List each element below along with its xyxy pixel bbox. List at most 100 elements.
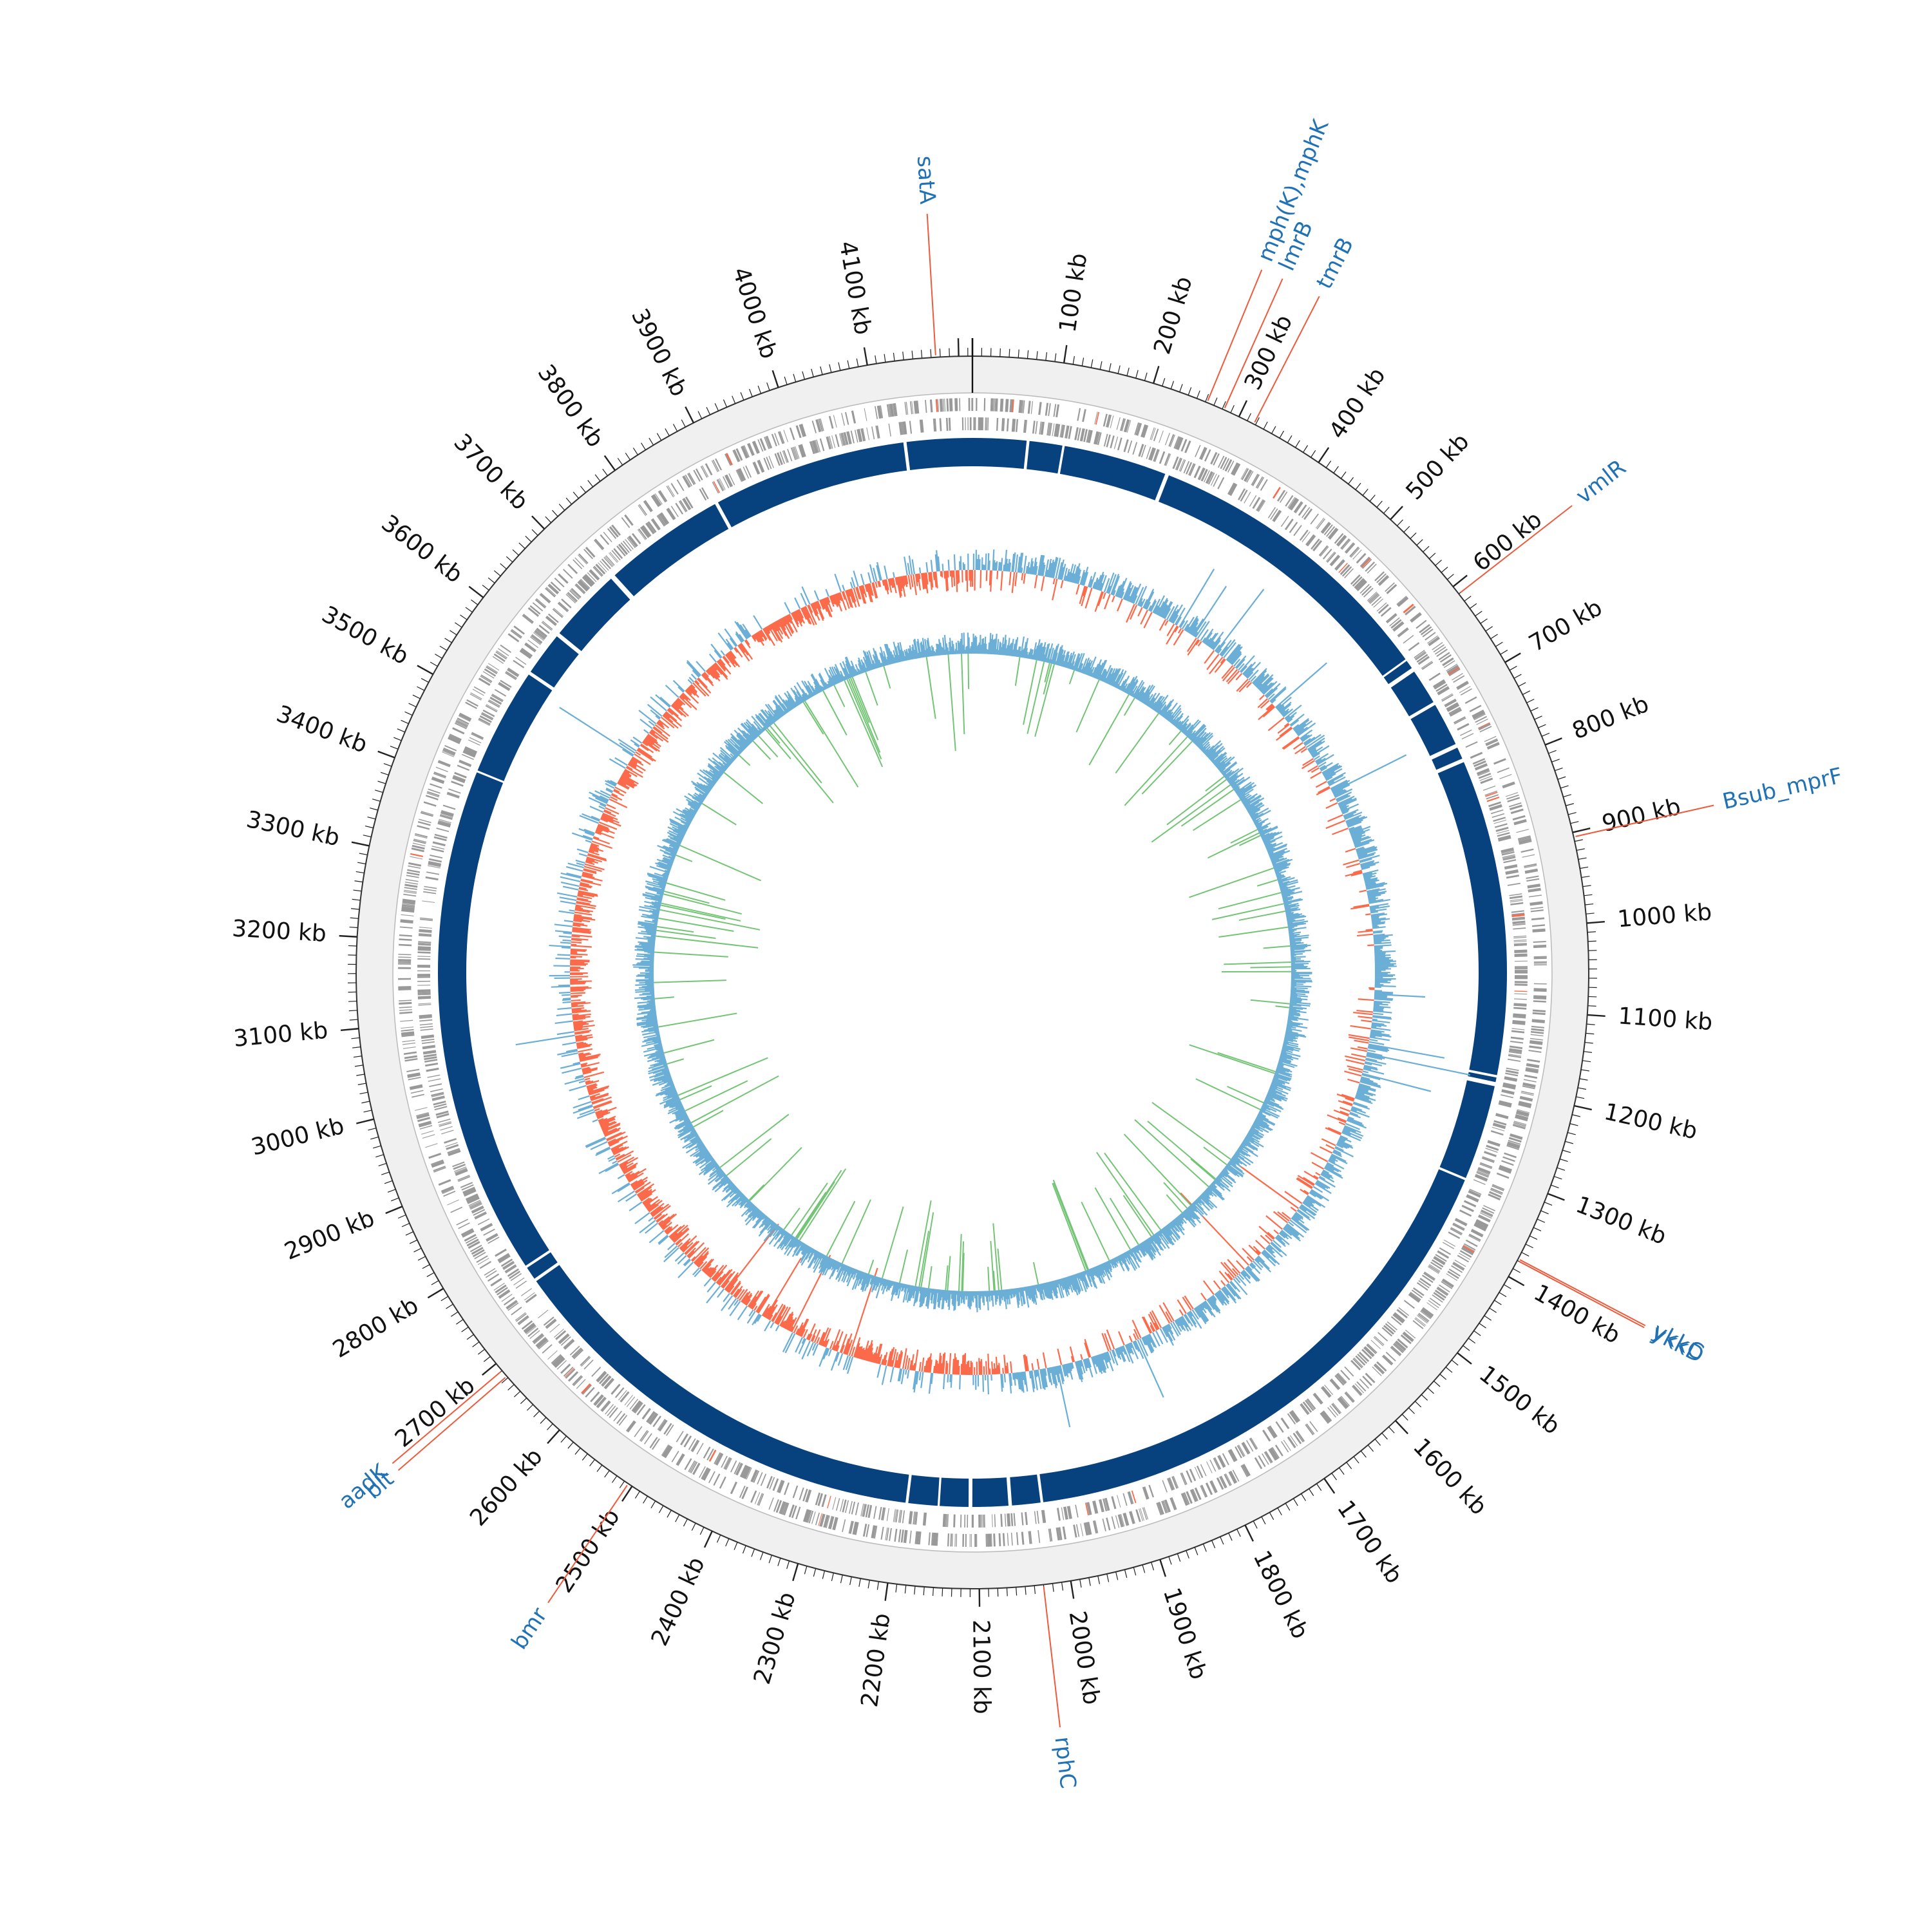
gc-content-bar — [1367, 1049, 1376, 1053]
gc-content-bar — [951, 570, 953, 587]
gc-content-bar — [1077, 1360, 1084, 1380]
gene-mark — [629, 1399, 639, 1410]
gene-mark — [1196, 1465, 1204, 1478]
gc-skew-bar — [1030, 649, 1034, 659]
gc-skew-bar — [1115, 683, 1119, 688]
gc-content-bar — [1042, 564, 1046, 576]
minor-tick — [1537, 1218, 1546, 1223]
minor-tick — [1383, 507, 1390, 514]
gene-mark — [1533, 988, 1547, 990]
gc-content-bar — [600, 1118, 616, 1126]
gc-content-bar — [1336, 1144, 1343, 1149]
gc-content-bar — [952, 570, 954, 578]
minor-tick — [354, 1065, 363, 1067]
gc-content-bar — [1016, 1372, 1018, 1380]
gc-content-bar — [613, 788, 620, 793]
gene-mark — [1180, 459, 1186, 472]
gc-content-bar — [793, 611, 799, 621]
minor-tick — [1331, 1473, 1337, 1481]
gene-mark — [521, 1320, 533, 1330]
gc-content-bar — [1080, 1354, 1083, 1360]
gene-mark — [467, 1197, 480, 1204]
gc-content-bar — [578, 853, 588, 857]
gc-skew-bar — [1260, 826, 1278, 837]
gc-content-bar — [582, 813, 600, 822]
gc-content-bar — [1112, 1349, 1117, 1357]
gc-content-bar — [891, 578, 895, 588]
gc-content-bar — [677, 686, 685, 693]
gene-mark — [757, 460, 764, 473]
gc-content-bar — [1030, 561, 1034, 574]
gene-mark — [653, 494, 662, 506]
gene-mark — [693, 469, 701, 482]
gc-content-bar — [586, 1083, 597, 1088]
gc-content-bar — [899, 576, 904, 589]
gc-content-bar — [622, 773, 630, 779]
gc-content-bar — [1170, 609, 1179, 623]
gene-mark — [1349, 546, 1359, 558]
gene-mark — [1321, 1410, 1332, 1423]
gc-content-bar — [735, 633, 743, 643]
tick-label: 2700 kb — [390, 1372, 480, 1453]
gc-content-bar — [1057, 1365, 1061, 1374]
gc-content-bar — [1275, 1236, 1285, 1245]
gene-mark — [1270, 1447, 1279, 1459]
gc-content-bar — [862, 585, 867, 598]
gene-mark — [1453, 675, 1465, 683]
gene-mark — [659, 490, 668, 502]
gc-content-bar — [893, 572, 895, 578]
gene-mark — [1039, 421, 1042, 435]
gc-content-bar — [766, 1299, 778, 1319]
gc-content-bar — [1295, 1211, 1303, 1218]
gc-content-bar — [815, 601, 825, 620]
gc-content-bar — [627, 1168, 647, 1181]
gc-content-bar — [783, 1311, 794, 1329]
gc-skew-bar — [1016, 650, 1019, 658]
gene-mark — [1217, 477, 1225, 489]
gene-mark — [1083, 1522, 1088, 1536]
gene-mark — [939, 418, 942, 431]
gene-mark — [741, 1465, 748, 1478]
gene-mark — [1329, 1405, 1339, 1416]
gene-mark — [1513, 1007, 1527, 1010]
gene-mark — [1413, 1287, 1425, 1296]
gene-mark — [1502, 1084, 1516, 1088]
gc-content-bar — [1077, 576, 1081, 585]
gene-mark — [666, 508, 675, 520]
gc-content-bar — [578, 1052, 584, 1056]
gc-skew-bar — [1164, 702, 1178, 719]
gene-mark — [453, 1163, 466, 1170]
gene-mark — [438, 820, 451, 825]
gene-mark — [827, 1495, 831, 1509]
gene-mark — [726, 474, 734, 487]
gc-content-bar — [578, 1080, 585, 1084]
gc-content-bar — [598, 1162, 619, 1175]
gene-mark — [1103, 1498, 1108, 1511]
gc-content-bar — [571, 934, 592, 938]
gc-content-bar — [1028, 1370, 1032, 1379]
minor-tick — [1475, 611, 1482, 616]
gene-mark — [715, 458, 723, 471]
gene-mark — [1421, 661, 1434, 670]
gc-content-bar — [605, 787, 614, 793]
gc-skew-bar — [1066, 652, 1073, 668]
gene-mark — [418, 943, 431, 946]
gc-skew-bar — [1266, 847, 1274, 851]
gene-mark — [410, 856, 423, 860]
gene-mark — [735, 1463, 742, 1475]
gc-content-bar — [575, 1036, 593, 1041]
gene-mark — [1432, 1259, 1444, 1268]
blast-gap — [1006, 1473, 1012, 1510]
gene-mark — [1513, 1003, 1527, 1006]
gc-content-bar — [1372, 925, 1379, 928]
gene-mark — [442, 804, 456, 810]
gc-content-bar — [709, 1270, 717, 1278]
gene-mark — [685, 496, 694, 509]
gc-content-bar — [1177, 1318, 1186, 1331]
gc-content-bar — [1069, 1346, 1075, 1362]
gene-mark — [447, 1199, 459, 1206]
gc-content-bar — [706, 669, 715, 679]
gene-mark — [741, 1486, 749, 1499]
gc-content-bar — [647, 1203, 656, 1211]
gc-content-bar — [1165, 1311, 1173, 1323]
